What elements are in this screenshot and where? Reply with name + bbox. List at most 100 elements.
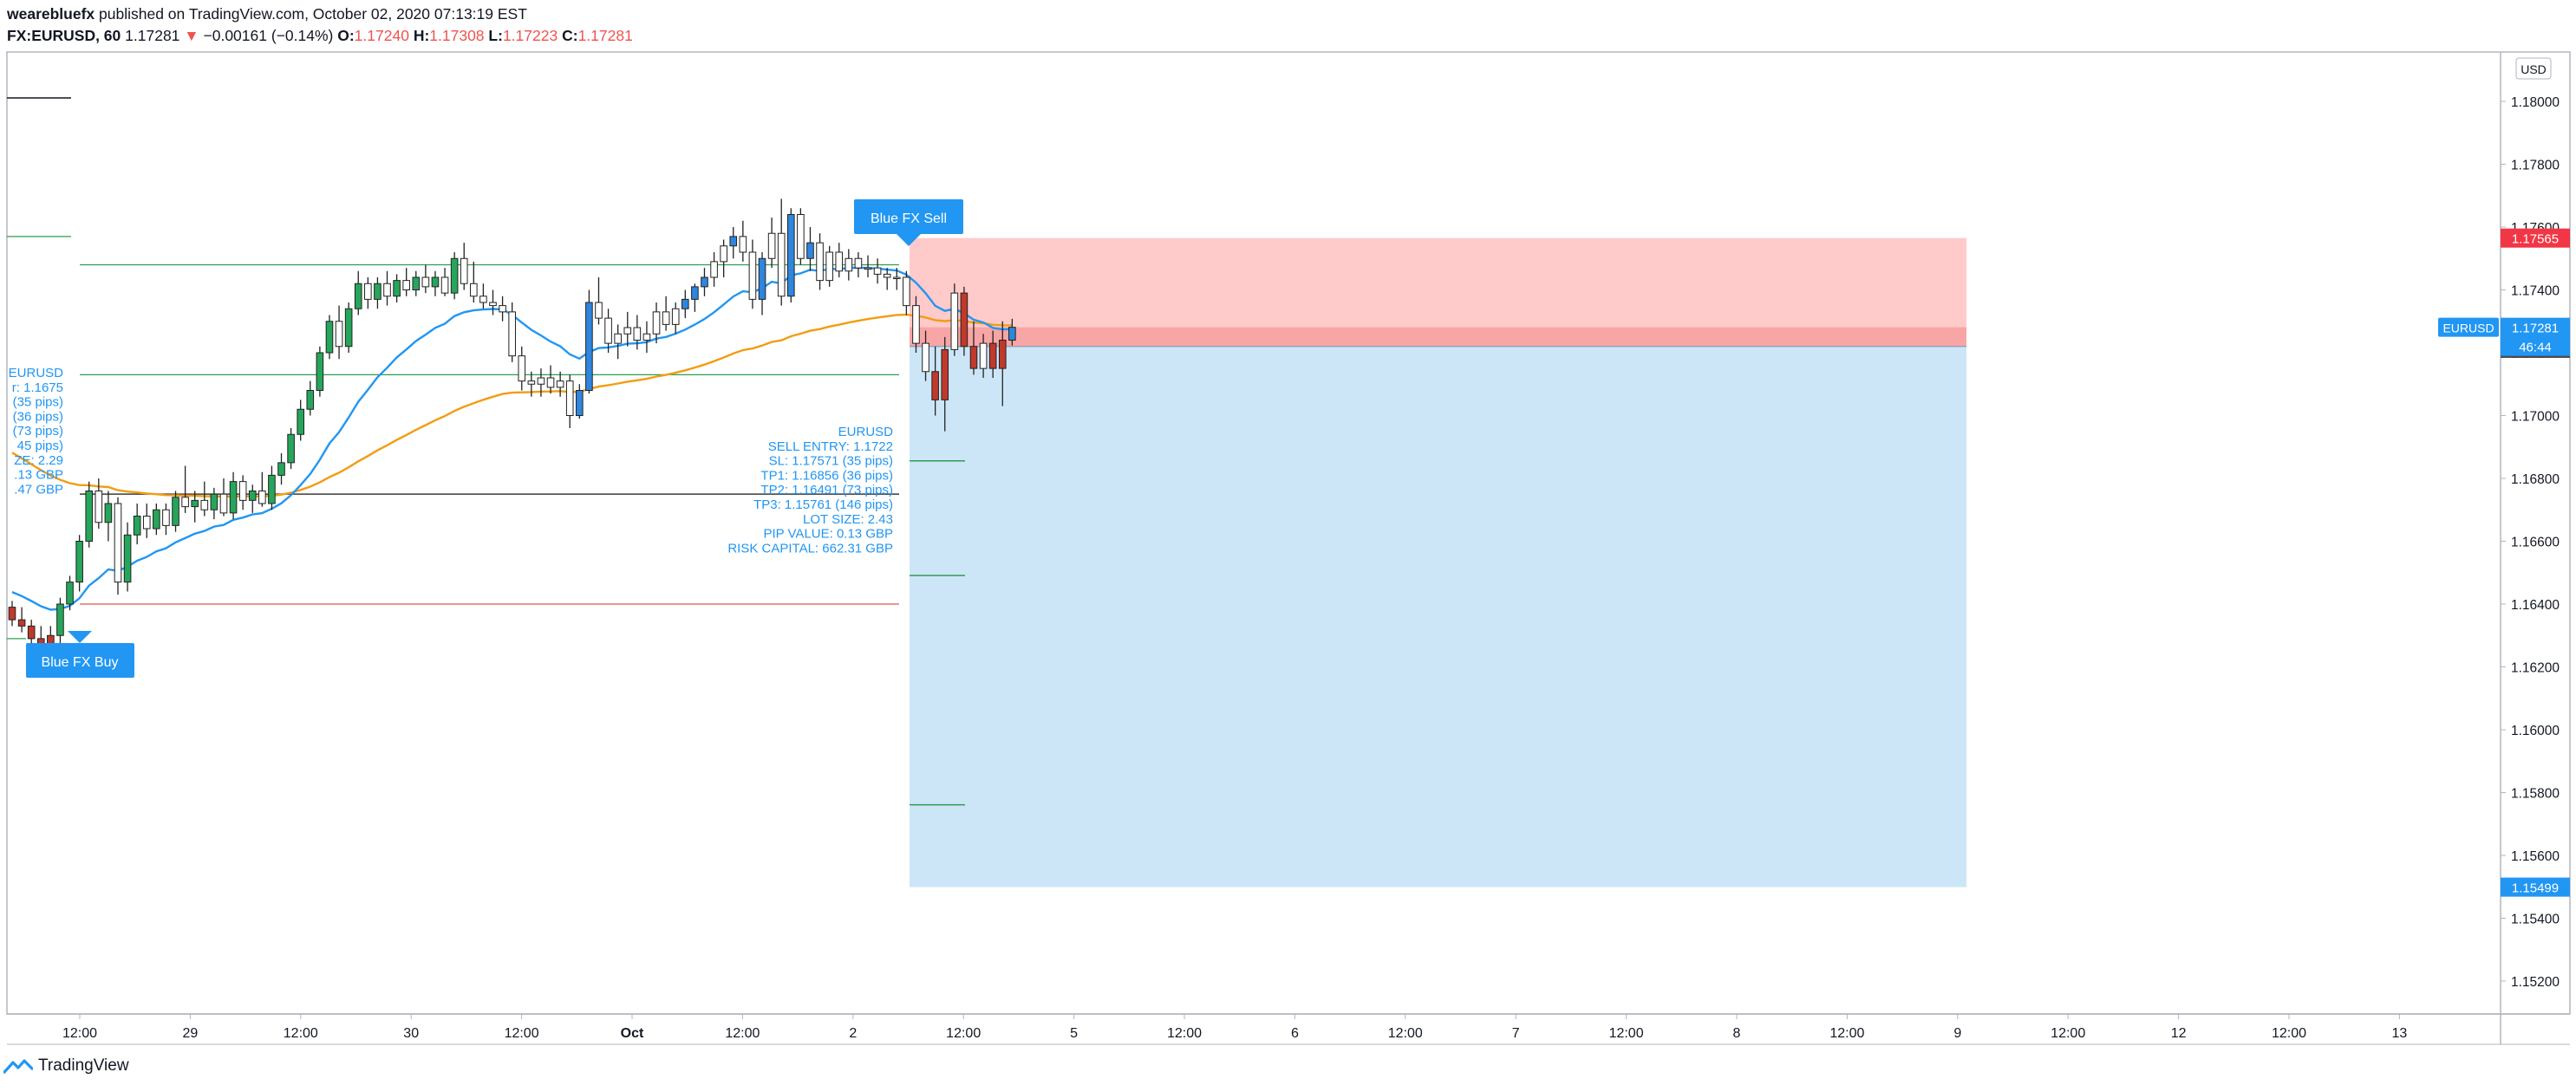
candle (499, 296, 506, 322)
low-label: L: (488, 27, 503, 44)
candle-body (864, 267, 872, 270)
sell-info-line: TP1: 1.16856 (36 pips) (760, 468, 893, 483)
candle (123, 522, 132, 592)
candle (892, 268, 901, 290)
x-tick-label: 30 (403, 1026, 419, 1041)
price-change: −0.00161 (−0.14%) (203, 27, 334, 44)
candle-body (681, 298, 689, 309)
candle (383, 270, 391, 306)
candle-body (27, 625, 36, 640)
candle (335, 305, 343, 360)
candle-body (642, 333, 651, 341)
candle-body (922, 342, 929, 373)
candle-body (739, 236, 747, 253)
candle (364, 277, 372, 309)
buy-callout (26, 643, 134, 678)
sell-callout-label: Blue FX Sell (871, 211, 947, 226)
candle-body (142, 516, 151, 530)
candle-body (364, 283, 372, 300)
candle (979, 334, 988, 378)
candle (537, 368, 545, 397)
x-tick-label: 12:00 (284, 1026, 318, 1041)
symbol-badge-label: EURUSD (2442, 322, 2494, 335)
candle-body (210, 493, 218, 510)
candle (104, 491, 113, 542)
candle-body (960, 292, 968, 348)
candle (903, 270, 910, 315)
candle (306, 380, 315, 416)
candle (142, 504, 151, 538)
candle-body (335, 321, 343, 348)
candle-body (979, 342, 988, 369)
candle-body (374, 283, 382, 300)
candle-body (845, 257, 853, 272)
candle (912, 296, 920, 353)
author-name[interactable]: wearebluefx (7, 5, 95, 23)
candle (248, 484, 257, 513)
candle-body (450, 257, 459, 294)
x-tick-label: 9 (1953, 1026, 1961, 1041)
candle (748, 239, 757, 309)
candle-body (431, 276, 440, 288)
candle (806, 227, 814, 271)
candle (162, 504, 170, 536)
publish-info: published on TradingView.com, October 02… (95, 5, 527, 23)
candle-body (748, 251, 757, 300)
y-tick-label: 1.15400 (2511, 913, 2560, 927)
candle-body (556, 380, 564, 388)
candle (133, 504, 141, 545)
candle (960, 286, 968, 356)
candle-body (172, 497, 179, 526)
y-tick-label: 1.15600 (2511, 849, 2560, 864)
symbol-label: FX:EURUSD, 60 (7, 27, 121, 44)
candle (210, 487, 218, 520)
buy-callout-label: Blue FX Buy (42, 655, 119, 670)
candle-body (892, 276, 901, 279)
y-tick-label: 1.16400 (2511, 598, 2560, 613)
candle-body (691, 286, 699, 300)
candle (219, 478, 228, 517)
candle-body (258, 491, 266, 504)
y-tick-label: 1.16000 (2511, 724, 2560, 738)
candle (739, 220, 747, 262)
candle (402, 268, 410, 296)
stop-loss-badge (2501, 228, 2570, 248)
candle-body (200, 499, 209, 510)
x-tick-label: 13 (2392, 1026, 2408, 1041)
candle (354, 270, 362, 315)
buy-info-line: ZE: 2.29 (14, 453, 63, 468)
x-tick-label: 12:00 (1167, 1026, 1202, 1041)
candle (56, 597, 64, 646)
candle (277, 453, 285, 485)
candle (229, 471, 238, 520)
candle (873, 258, 882, 284)
y-tick-label: 1.16600 (2511, 536, 2560, 550)
candle (998, 321, 1007, 406)
candle-body (662, 311, 670, 325)
candle (66, 575, 74, 611)
x-tick-label: 5 (1070, 1026, 1078, 1041)
candle-body (729, 236, 738, 247)
open-label: O: (337, 27, 355, 44)
x-tick-label: 12:00 (505, 1026, 539, 1041)
candle-body (181, 497, 189, 508)
candle (470, 261, 478, 302)
x-tick-label: 12:00 (2272, 1026, 2306, 1041)
buy-info-line: EURUSD (9, 366, 64, 380)
candle-body (325, 321, 334, 354)
candle (17, 607, 26, 633)
candle-body (998, 340, 1007, 369)
footer-brand[interactable]: TradingView (38, 1056, 129, 1075)
candle (864, 255, 872, 277)
candle-body (797, 214, 805, 259)
buy-callout-pointer (68, 631, 92, 643)
candle-body (104, 503, 113, 523)
candle-body (883, 273, 891, 278)
sell-info-line: LOT SIZE: 2.43 (803, 512, 893, 527)
candle-body (969, 346, 978, 369)
candle (565, 374, 574, 428)
candle (969, 321, 978, 375)
candle-body (95, 491, 103, 523)
candle-body (460, 257, 468, 284)
